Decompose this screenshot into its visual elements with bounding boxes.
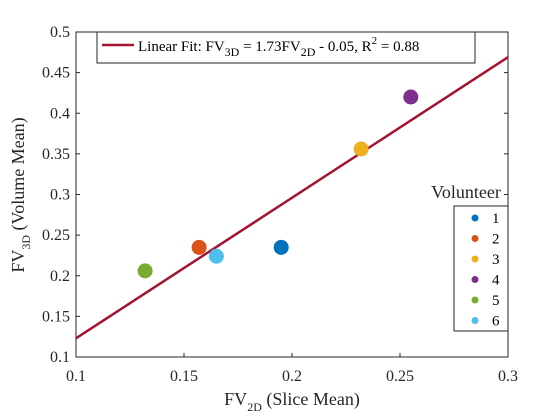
x-tick-label: 0.25 bbox=[386, 368, 414, 385]
x-tick-label: 0.3 bbox=[498, 368, 518, 385]
x-tick-label: 0.15 bbox=[170, 368, 198, 385]
fit-legend-box bbox=[96, 31, 476, 64]
legend-marker-6 bbox=[471, 317, 479, 324]
legend-marker-3 bbox=[471, 255, 479, 263]
data-point-3 bbox=[353, 141, 369, 157]
x-axis-label: FV2D (Slice Mean) bbox=[224, 389, 360, 414]
data-point-1 bbox=[273, 239, 289, 255]
legend-label-2: 2 bbox=[492, 232, 500, 248]
y-tick-label: 0.35 bbox=[42, 146, 70, 163]
y-tick-label: 0.25 bbox=[42, 227, 70, 244]
fit-legend: Linear Fit: FV3D = 1.73FV2D - 0.05, R2 =… bbox=[96, 31, 476, 64]
legend-label-5: 5 bbox=[492, 293, 500, 309]
legend-label-3: 3 bbox=[492, 252, 500, 268]
legend-title: Volunteer bbox=[431, 182, 501, 202]
legend-label-1: 1 bbox=[492, 211, 500, 227]
legend-marker-4 bbox=[471, 276, 479, 283]
y-tick-label: 0.5 bbox=[50, 24, 70, 41]
data-point-2 bbox=[191, 239, 207, 255]
legend-marker-2 bbox=[471, 235, 479, 242]
data-points bbox=[137, 89, 419, 279]
data-point-6 bbox=[208, 248, 224, 264]
y-tick-label: 0.15 bbox=[42, 308, 70, 325]
y-tick-labels: 0.1 0.15 0.2 0.25 0.3 0.35 0.4 0.45 0.5 bbox=[42, 24, 70, 366]
y-tick-label: 0.4 bbox=[50, 105, 70, 122]
y-tick-label: 0.1 bbox=[50, 349, 70, 366]
legend-items: 1 2 3 4 5 6 bbox=[471, 211, 500, 330]
x-tick-label: 0.2 bbox=[282, 368, 302, 385]
legend-label-4: 4 bbox=[492, 273, 500, 289]
y-axis-label: FV3D (Volume Mean) bbox=[8, 117, 33, 272]
legend-label-6: 6 bbox=[492, 314, 500, 330]
y-tick-label: 0.2 bbox=[50, 268, 70, 285]
fit-line bbox=[75, 56, 509, 340]
legend-marker-1 bbox=[471, 214, 479, 222]
data-point-5 bbox=[137, 263, 153, 279]
data-point-4 bbox=[403, 89, 419, 105]
fit-legend-label: Linear Fit: FV3D = 1.73FV2D - 0.05, R2 =… bbox=[138, 35, 419, 59]
y-tick-label: 0.45 bbox=[42, 65, 70, 82]
x-tick-label: 0.1 bbox=[66, 368, 86, 385]
plot-area bbox=[75, 31, 509, 358]
legend-marker-5 bbox=[471, 296, 479, 304]
legend-box bbox=[453, 205, 509, 332]
y-tick-label: 0.3 bbox=[50, 187, 70, 204]
x-tick-labels: 0.1 0.15 0.2 0.25 0.3 bbox=[66, 368, 518, 385]
